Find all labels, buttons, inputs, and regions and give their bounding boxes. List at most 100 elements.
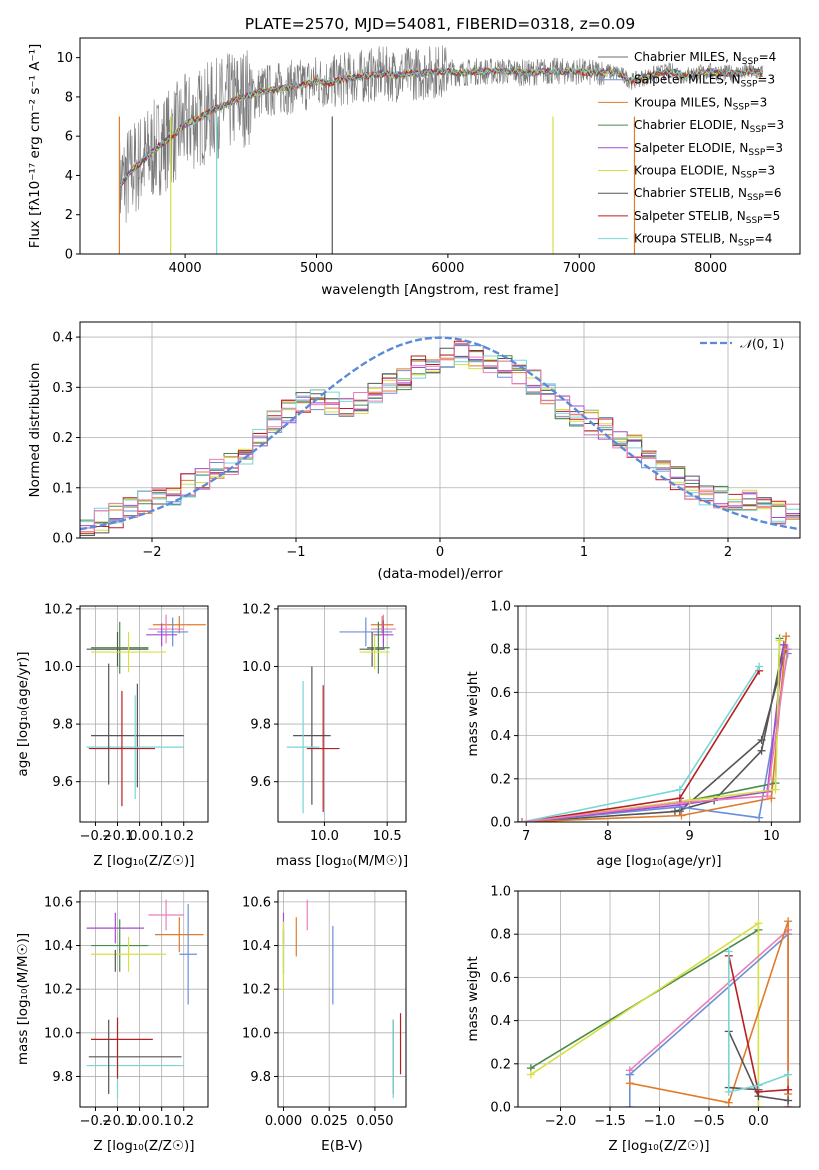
y-tick-label: 0.0 bbox=[490, 1101, 511, 1116]
x-tick-label: 5000 bbox=[300, 261, 333, 276]
x-tick-label: 1 bbox=[580, 545, 588, 560]
y-tick-label: 9.8 bbox=[52, 718, 73, 733]
y-tick-label: 6 bbox=[65, 130, 73, 145]
x-tick-label: −0.1 bbox=[102, 829, 134, 844]
x-tick-label: 9 bbox=[686, 829, 694, 844]
x-tick-label: −1.5 bbox=[594, 1114, 626, 1129]
y-tick-label: 4 bbox=[65, 169, 73, 184]
legend-label: Kroupa ELODIE, NSSP=3 bbox=[634, 164, 775, 181]
residual-legend: 𝒩 (0, 1) bbox=[700, 337, 784, 351]
y-tick-label: 9.8 bbox=[250, 1070, 271, 1085]
age-vs-z-ticks: −0.2−0.10.0 0.1 0.2 9.6 9.8 10.0 10.2 bbox=[44, 602, 208, 844]
x-tick-label: 4000 bbox=[169, 261, 202, 276]
x-tick-label: 8 bbox=[604, 829, 612, 844]
normal-legend-symbol: 𝒩 bbox=[740, 337, 755, 351]
y-tick-label: 10.6 bbox=[242, 895, 271, 910]
legend-label: Chabrier ELODIE, NSSP=3 bbox=[634, 118, 784, 135]
x-tick-label: −1.0 bbox=[644, 1114, 676, 1129]
y-tick-label: 10.6 bbox=[44, 895, 73, 910]
residual-panel: −2 −1 0 1 2 0.0 0.1 0.2 0.3 0.4 𝒩 (0, 1) (data-mo… bbox=[27, 321, 801, 582]
mass-vs-z-ticks: −0.2−0.10.0 0.1 0.2 9.8 10.0 10.2 10.4 10.6 bbox=[44, 891, 208, 1129]
weight-vs-age-ticks: 7 8 9 10 0.0 0.2 0.4 0.6 0.8 1.0 bbox=[490, 600, 800, 844]
age-vs-mass-marks bbox=[286, 614, 396, 814]
residual-histogram bbox=[80, 342, 800, 532]
weight-vs-age-marks bbox=[518, 632, 792, 822]
residual-ylabel: Normed distribution bbox=[27, 363, 43, 498]
y-tick-label: 10 bbox=[56, 51, 73, 66]
y-tick-label: 9.6 bbox=[52, 775, 73, 790]
mass-vs-z-ylabel: mass [log₁₀(M/M☉)] bbox=[15, 933, 31, 1065]
x-tick-label: 8000 bbox=[694, 261, 727, 276]
age-vs-mass-axes-frame bbox=[277, 605, 407, 823]
x-tick-label: 0.2 bbox=[173, 1114, 194, 1129]
x-tick-label: 0.0 bbox=[748, 1114, 769, 1129]
age-vs-z-ylabel: age [log₁₀(age/yr)] bbox=[15, 651, 31, 776]
weight-line bbox=[522, 653, 789, 822]
age-vs-z-panel: −0.2−0.10.0 0.1 0.2 9.6 9.8 10.0 10.2 Z [log₁₀… bbox=[15, 602, 209, 869]
mass-vs-ebv-marks bbox=[282, 899, 402, 1099]
y-tick-label: 0.6 bbox=[490, 971, 511, 986]
y-tick-label: 0.2 bbox=[490, 1057, 511, 1072]
y-tick-label: 1.0 bbox=[490, 600, 511, 615]
age-vs-mass-ticks: 10.0 10.5 9.6 9.8 10.0 10.2 bbox=[242, 602, 406, 844]
residual-marks bbox=[80, 336, 800, 536]
y-tick-label: 9.6 bbox=[250, 775, 271, 790]
y-tick-label: 10.2 bbox=[242, 602, 271, 617]
x-tick-label: 0.1 bbox=[151, 829, 172, 844]
mass-vs-z-marks bbox=[86, 899, 204, 1099]
legend-label: Kroupa STELIB, NSSP=4 bbox=[634, 232, 772, 249]
mass-vs-ebv-xlabel: E(B-V) bbox=[321, 1138, 363, 1154]
x-tick-label: −0.2 bbox=[80, 1114, 112, 1129]
y-tick-label: 1.0 bbox=[490, 885, 511, 900]
legend-label: Chabrier STELIB, NSSP=6 bbox=[634, 186, 782, 203]
y-tick-label: 0.1 bbox=[52, 481, 73, 496]
x-tick-label: 7 bbox=[522, 829, 530, 844]
weight-line bbox=[522, 649, 789, 822]
weight-vs-z-ylabel: mass weight bbox=[465, 956, 481, 1041]
x-tick-label: 0.0 bbox=[129, 1114, 150, 1129]
mass-vs-ebv-axes-frame bbox=[277, 890, 407, 1108]
mass-vs-z-panel: −0.2−0.10.0 0.1 0.2 9.8 10.0 10.2 10.4 10.6 Z [… bbox=[15, 890, 209, 1154]
spectrum-legend: Chabrier MILES, NSSP=4 Salpeter MILES, NS… bbox=[598, 50, 784, 249]
spectrum-marks bbox=[118, 45, 764, 254]
x-tick-label: 0 bbox=[436, 545, 444, 560]
weight-vs-age-ylabel: mass weight bbox=[465, 671, 481, 756]
legend-label: Chabrier MILES, NSSP=4 bbox=[634, 50, 776, 67]
y-tick-label: 0.0 bbox=[490, 816, 511, 831]
legend-label: Salpeter MILES, NSSP=3 bbox=[634, 73, 775, 90]
spectrum-xlabel: wavelength [Angstrom, rest frame] bbox=[321, 282, 559, 298]
y-tick-label: 0.2 bbox=[52, 431, 73, 446]
x-tick-label: 0.0 bbox=[129, 829, 150, 844]
weight-line bbox=[728, 951, 789, 1093]
x-tick-label: 10.5 bbox=[373, 829, 402, 844]
mass-vs-ebv-ticks: 0.000 0.025 0.050 9.8 10.0 10.2 10.4 10.6 bbox=[242, 891, 406, 1129]
y-tick-label: 0.4 bbox=[490, 1014, 511, 1029]
y-tick-label: 0 bbox=[65, 248, 73, 263]
age-vs-mass-panel: 10.0 10.5 9.6 9.8 10.0 10.2 mass [log₁₀(M/M☉)… bbox=[242, 602, 408, 869]
weight-line bbox=[674, 644, 785, 812]
y-tick-label: 0.8 bbox=[490, 928, 511, 943]
spectrum-ylabel: Flux [fλ10⁻¹⁷ erg cm⁻² s⁻¹ A⁻¹] bbox=[27, 44, 43, 249]
legend-label: Salpeter STELIB, NSSP=5 bbox=[634, 209, 780, 226]
age-vs-mass-xlabel: mass [log₁₀(M/M☉)] bbox=[276, 853, 408, 869]
y-tick-label: 10.0 bbox=[242, 660, 271, 675]
weight-vs-z-panel: −2.0 −1.5 −1.0 −0.5 0.0 0.0 0.2 0.4 0.6 0.8 1.0 Z … bbox=[465, 885, 801, 1154]
x-tick-label: 0.1 bbox=[151, 1114, 172, 1129]
spectrum-ticks: 4000 5000 6000 7000 8000 0 2 4 6 8 10 bbox=[56, 51, 727, 276]
spectrum-axes-frame bbox=[79, 37, 801, 255]
mass-vs-ebv-panel: 0.000 0.025 0.050 9.8 10.0 10.2 10.4 10.6 E(B-V… bbox=[242, 890, 407, 1154]
spectrum-panel: PLATE=2570, MJD=54081, FIBERID=0318, z=0… bbox=[27, 15, 801, 298]
y-tick-label: 10.0 bbox=[44, 1026, 73, 1041]
legend-label: Kroupa MILES, NSSP=3 bbox=[634, 95, 767, 112]
y-tick-label: 10.2 bbox=[44, 602, 73, 617]
y-tick-label: 10.4 bbox=[242, 939, 271, 954]
weight-line bbox=[522, 644, 785, 822]
x-tick-label: 7000 bbox=[563, 261, 596, 276]
y-tick-label: 0.0 bbox=[52, 532, 73, 547]
age-vs-z-marks bbox=[86, 614, 206, 807]
y-tick-label: 0.4 bbox=[52, 331, 73, 346]
age-vs-z-xlabel: Z [log₁₀(Z/Z☉)] bbox=[93, 853, 194, 869]
x-tick-label: −0.2 bbox=[80, 829, 112, 844]
y-tick-label: 0.8 bbox=[490, 643, 511, 658]
